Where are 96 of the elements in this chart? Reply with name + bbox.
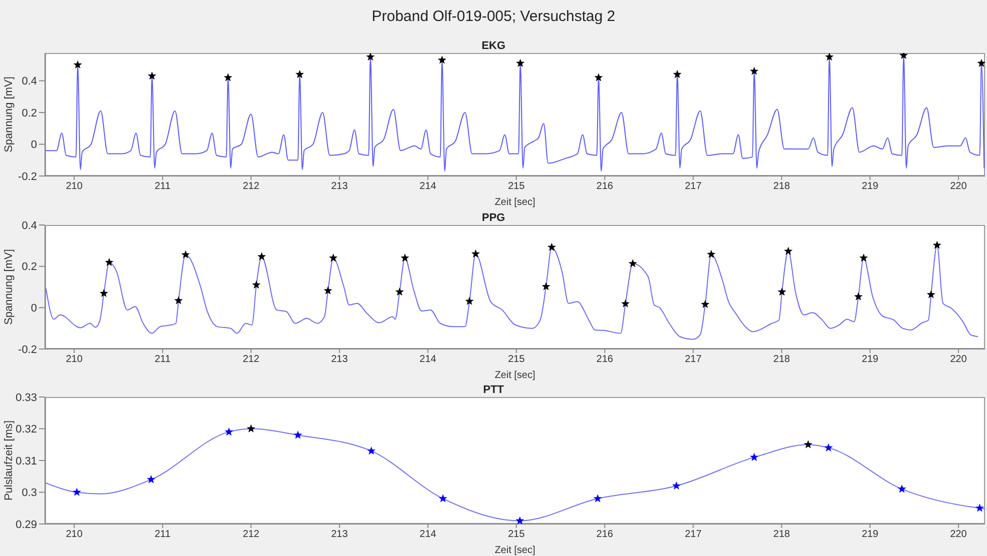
point (547, 242, 556, 251)
x-tick-label: 213 (331, 181, 348, 192)
x-tick-label: 214 (420, 181, 437, 192)
point (395, 287, 404, 296)
x-tick-label: 220 (950, 354, 968, 366)
y-axis-title: Spannung [mV] (2, 76, 15, 152)
point (859, 254, 868, 262)
point (246, 424, 256, 432)
line-series (45, 54, 985, 172)
point (621, 299, 630, 308)
y-tick-label: 0.2 (22, 261, 37, 274)
point (926, 290, 936, 298)
x-tick-label: 215 (508, 529, 526, 540)
x-tick-label: 214 (420, 354, 437, 366)
point (672, 481, 681, 490)
point (100, 288, 108, 298)
y-tick-label: 0.2 (22, 107, 37, 120)
x-tick-label: 215 (508, 181, 526, 192)
point (700, 300, 710, 308)
point (824, 443, 833, 452)
point (471, 249, 480, 258)
point (593, 494, 602, 502)
x-tick-label: 211 (154, 354, 172, 366)
x-tick-label: 217 (684, 354, 702, 366)
chart-title: PPG (482, 212, 506, 224)
point (542, 282, 550, 290)
x-tick-label: 220 (950, 181, 968, 192)
point (294, 430, 302, 439)
point (784, 246, 793, 255)
x-tick-label: 220 (950, 529, 968, 540)
y-tick-label: 0.4 (22, 76, 37, 88)
x-tick-label: 218 (773, 181, 790, 192)
point (804, 440, 812, 448)
y-tick-label: -0.2 (18, 344, 37, 356)
y-tick-label: 0 (30, 139, 37, 152)
y-tick-label: 0.29 (16, 518, 37, 531)
point (174, 296, 183, 304)
x-tick-label: 211 (154, 181, 172, 192)
x-tick-label: 215 (508, 354, 526, 366)
x-tick-label: 216 (596, 354, 614, 366)
y-axis-title: Spannung [mV] (2, 249, 15, 325)
point (329, 254, 338, 262)
x-tick-label: 219 (862, 181, 879, 192)
x-tick-label: 211 (154, 529, 172, 540)
point (932, 240, 942, 249)
point (224, 427, 234, 436)
x-axis-title: Zeit [sec] (494, 545, 536, 556)
point (257, 252, 266, 260)
x-tick-label: 212 (242, 181, 260, 192)
point (146, 475, 156, 484)
point (778, 287, 786, 296)
point (72, 488, 82, 496)
point (750, 452, 758, 461)
point (898, 484, 906, 493)
point (465, 296, 474, 305)
y-tick-label: 0.3 (22, 487, 37, 500)
x-tick-label: 219 (862, 529, 879, 540)
x-axis-title: Zeit [sec] (494, 370, 536, 381)
x-tick-label: 213 (331, 529, 348, 540)
x-tick-label: 216 (596, 529, 614, 540)
y-tick-label: 0.33 (16, 392, 37, 404)
point (367, 446, 376, 455)
point (252, 280, 261, 289)
x-tick-label: 219 (862, 354, 879, 366)
y-axis-title: Pulslaufzeit [ms] (2, 420, 15, 501)
x-tick-label: 212 (242, 354, 260, 366)
x-tick-label: 217 (684, 529, 702, 540)
chart-subtitle: EKG (482, 40, 506, 52)
y-tick-label: -0.2 (18, 170, 37, 183)
x-tick-label: 218 (773, 354, 790, 366)
x-tick-label: 213 (331, 354, 348, 366)
point (706, 250, 716, 258)
y-tick-label: 0.32 (16, 424, 37, 436)
x-tick-label: 210 (66, 181, 83, 192)
y-tick-label: 0 (30, 302, 37, 315)
y-tick-label: 0.31 (16, 455, 37, 468)
point (628, 259, 638, 268)
x-axis-title: Zeit [sec] (494, 197, 536, 208)
x-tick-label: 218 (773, 529, 790, 540)
point (975, 504, 984, 512)
x-tick-label: 210 (66, 529, 83, 540)
chart-title: Proband Olf-019-005; Versuchstag 2 (370, 8, 616, 25)
x-tick-label: 214 (420, 529, 437, 540)
chart-title: PTT (483, 384, 504, 396)
point (324, 286, 332, 294)
point (104, 258, 114, 266)
x-tick-label: 212 (242, 529, 260, 540)
point (400, 254, 410, 262)
point (438, 494, 448, 502)
y-tick-label: 0.4 (22, 220, 37, 232)
x-tick-label: 217 (684, 181, 702, 192)
point (854, 292, 863, 300)
x-tick-label: 216 (596, 181, 614, 192)
x-tick-label: 210 (66, 354, 83, 366)
point (516, 516, 524, 524)
point (181, 250, 190, 258)
